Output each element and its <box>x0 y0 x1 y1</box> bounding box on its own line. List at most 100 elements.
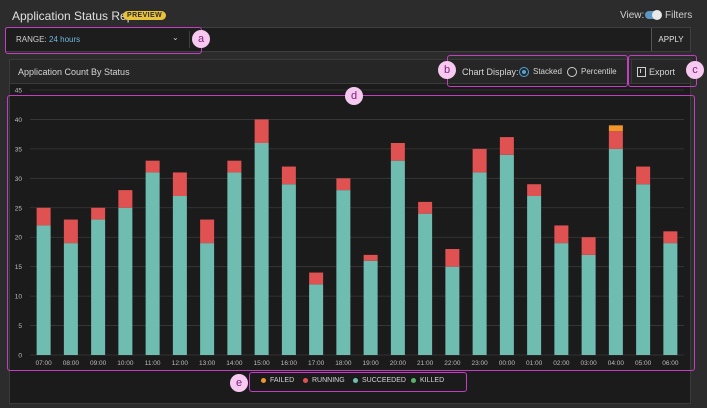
legend-dot-failed <box>261 378 266 383</box>
annotation-badge-a: a <box>192 30 210 48</box>
filters-label: Filters <box>665 10 693 21</box>
bar-running-0100 <box>527 184 542 196</box>
x-tick-label-1300: 13:00 <box>199 360 216 367</box>
x-tick-label-0000: 00:00 <box>499 360 516 367</box>
x-tick-label-0300: 03:00 <box>580 360 597 367</box>
x-tick-label-1900: 19:00 <box>362 360 379 367</box>
range-select[interactable]: RANGE: 24 hours ⌄ <box>9 28 189 51</box>
y-tick-label-45: 45 <box>15 88 23 95</box>
bar-running-0900 <box>91 207 106 220</box>
bar-succeeded-1200 <box>172 196 187 355</box>
bar-running-1700 <box>309 272 324 285</box>
bar-succeeded-2100 <box>418 213 433 355</box>
filters-toggle[interactable] <box>645 10 662 20</box>
y-tick-label-35: 35 <box>15 146 23 153</box>
bar-succeeded-1700 <box>309 284 324 355</box>
range-label: RANGE: <box>16 35 47 44</box>
bar-running-0700 <box>36 207 51 226</box>
bar-running-0400 <box>608 131 623 149</box>
y-tick-label-0: 0 <box>18 353 22 360</box>
bar-succeeded-1800 <box>336 190 351 355</box>
bar-succeeded-0400 <box>608 148 623 355</box>
bar-running-1400 <box>227 160 242 173</box>
x-tick-label-0700: 07:00 <box>35 360 52 367</box>
bar-running-2000 <box>390 143 405 161</box>
bar-running-0800 <box>63 219 78 244</box>
toggle-knob <box>652 10 662 20</box>
bar-succeeded-1500 <box>254 143 269 355</box>
x-tick-label-2000: 20:00 <box>390 360 407 367</box>
annotation-badge-b: b <box>438 61 456 79</box>
x-tick-label-0500: 05:00 <box>635 360 652 367</box>
x-tick-label-1700: 17:00 <box>308 360 325 367</box>
range-bar: RANGE: 24 hours ⌄ APPLY <box>5 27 691 52</box>
bar-failed-0400 <box>608 125 623 132</box>
bar-running-2100 <box>418 201 433 214</box>
range-value: 24 hours <box>49 35 81 44</box>
legend-label-killed: KILLED <box>420 377 445 384</box>
y-tick-label-20: 20 <box>15 235 23 242</box>
annotation-box-e <box>249 372 467 392</box>
x-tick-label-0200: 02:00 <box>553 360 570 367</box>
bar-succeeded-2300 <box>472 172 487 355</box>
y-tick-label-10: 10 <box>15 294 23 301</box>
stacked-radio[interactable] <box>519 67 529 77</box>
x-tick-label-2100: 21:00 <box>417 360 434 367</box>
bar-chart: 0 5 10 15 20 25 30 35 40 45 07:00 08:00 09:00 10:00 11… <box>15 88 684 367</box>
percentile-label[interactable]: Percentile <box>581 67 617 76</box>
bar-running-0600 <box>663 231 678 244</box>
legend-dot-running <box>303 378 308 383</box>
stacked-label[interactable]: Stacked <box>533 67 562 76</box>
bar-succeeded-0300 <box>581 254 596 355</box>
y-tick-label-5: 5 <box>18 323 22 330</box>
bar-succeeded-0900 <box>91 219 106 355</box>
bar-succeeded-1100 <box>145 172 160 355</box>
legend-label-succeeded: SUCCEEDED <box>362 377 406 384</box>
export-icon <box>637 67 646 77</box>
legend-label-running: RUNNING <box>312 377 345 384</box>
annotation-box-a <box>5 27 202 54</box>
x-tick-label-0800: 08:00 <box>63 360 80 367</box>
y-tick-label-40: 40 <box>15 117 23 124</box>
bar-succeeded-2200 <box>445 266 460 355</box>
x-tick-label-0600: 06:00 <box>662 360 679 367</box>
bar-running-1900 <box>363 254 378 261</box>
x-tick-label-2300: 23:00 <box>471 360 488 367</box>
panel-header: Application Count By Status Chart Displa… <box>10 60 690 84</box>
x-tick-label-1800: 18:00 <box>335 360 352 367</box>
bar-running-1100 <box>145 160 160 173</box>
bar-running-0200 <box>554 225 569 244</box>
bar-succeeded-0700 <box>36 225 51 355</box>
page-title: Application Status Report <box>12 9 148 23</box>
bar-running-1500 <box>254 119 269 143</box>
view-label: View: <box>620 10 645 21</box>
x-tick-label-1400: 14:00 <box>226 360 243 367</box>
bar-succeeded-1300 <box>200 243 215 355</box>
bar-succeeded-1600 <box>281 184 296 355</box>
chart-display-label: Chart Display: <box>462 67 519 77</box>
preview-badge: PREVIEW <box>123 11 167 20</box>
x-tick-label-1200: 12:00 <box>172 360 189 367</box>
percentile-radio[interactable] <box>567 67 577 77</box>
y-tick-label-25: 25 <box>15 205 23 212</box>
bar-succeeded-0800 <box>63 243 78 355</box>
x-tick-label-0900: 09:00 <box>90 360 107 367</box>
legend-label-failed: FAILED <box>270 377 295 384</box>
apply-button[interactable]: APPLY <box>651 28 690 51</box>
bar-running-2300 <box>472 148 487 173</box>
bar-succeeded-1400 <box>227 172 242 355</box>
divider <box>189 31 190 48</box>
annotation-badge-c: c <box>686 61 704 79</box>
annotation-box-d <box>7 95 695 371</box>
bar-running-0300 <box>581 237 596 255</box>
chevron-down-icon: ⌄ <box>172 33 179 42</box>
bar-succeeded-0600 <box>663 243 678 355</box>
bar-running-1200 <box>172 172 187 196</box>
bar-succeeded-0100 <box>527 196 542 355</box>
export-button[interactable]: Export <box>631 60 691 83</box>
top-bar: Application Status Report PREVIEW View: … <box>0 0 707 26</box>
bar-running-0000 <box>499 137 514 155</box>
chart-legend: FAILED RUNNING SUCCEEDED KILLED <box>251 374 463 388</box>
bar-succeeded-1900 <box>363 260 378 355</box>
bar-succeeded-0000 <box>499 154 514 355</box>
